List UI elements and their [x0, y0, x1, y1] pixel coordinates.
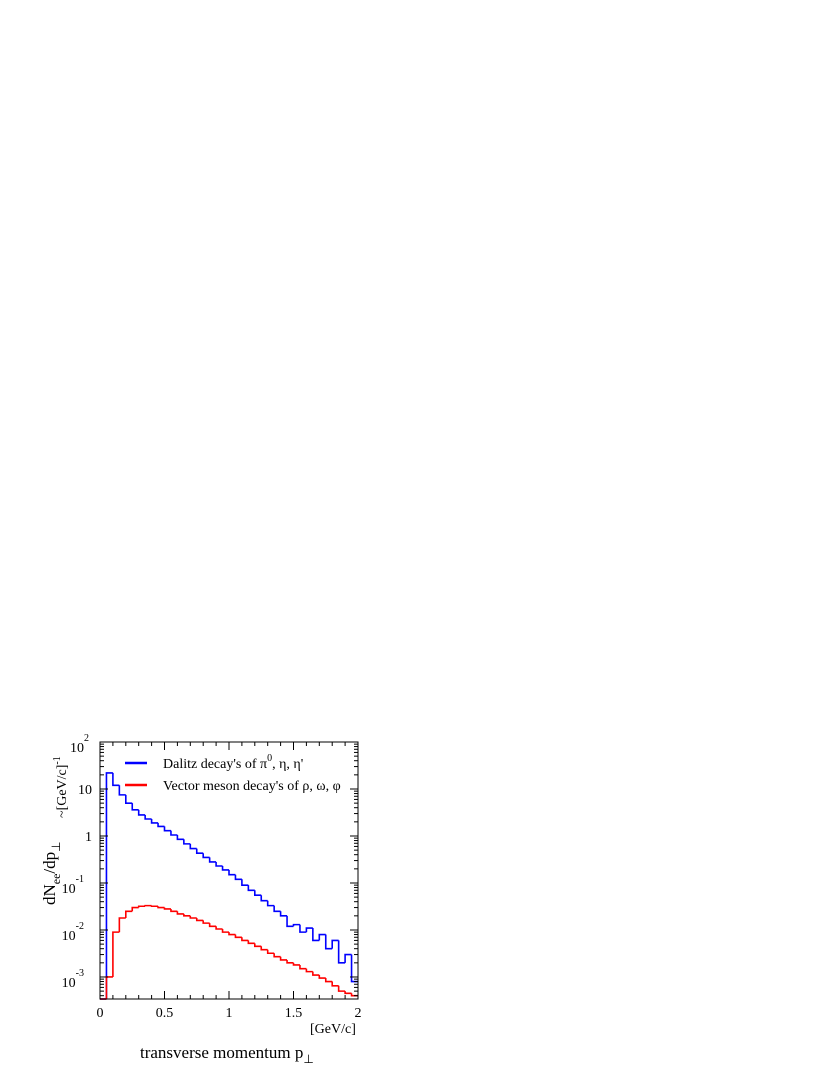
vector-meson-bin	[176, 911, 184, 915]
dalitz-bin	[279, 911, 288, 917]
dalitz-bin	[273, 905, 281, 913]
y-axis-label: dNee/dp⊥	[40, 841, 63, 905]
x-axis-label: transverse momentum p⊥	[140, 1043, 314, 1066]
dalitz-bin	[221, 865, 229, 871]
dalitz-bin	[125, 794, 133, 804]
x-tick-label: 0.5	[156, 1006, 174, 1021]
vector-meson-bin	[286, 959, 294, 964]
vector-meson-bin	[292, 962, 300, 966]
dalitz-bin	[312, 928, 320, 942]
y-tick-label: 10	[78, 783, 92, 798]
vector-meson-bin	[137, 905, 146, 908]
x-tick-label: 1	[226, 1006, 233, 1021]
vector-meson-bin	[105, 976, 113, 999]
dalitz-bin	[260, 895, 268, 902]
dalitz-bin	[170, 830, 178, 836]
dalitz-bin	[157, 822, 165, 828]
vector-meson-bin	[144, 904, 152, 907]
vector-meson-bin	[163, 907, 171, 910]
vector-meson-bin	[260, 946, 268, 951]
dalitz-bin	[228, 869, 236, 876]
dalitz-bin	[112, 772, 120, 787]
dalitz-bin	[292, 923, 300, 927]
dalitz-bin	[318, 933, 326, 941]
dalitz-bin	[241, 879, 249, 886]
x-tick-label: 0	[97, 1006, 104, 1021]
vector-meson-bin	[312, 971, 320, 976]
vector-meson-bin	[208, 923, 217, 928]
vector-meson-bin	[202, 920, 210, 924]
vector-meson-bin	[234, 934, 242, 939]
vector-meson-bin	[112, 931, 120, 977]
vector-meson-bin	[125, 910, 133, 918]
dalitz-bin	[350, 954, 358, 983]
y-tick-label: 102	[70, 733, 89, 756]
series-layer	[100, 772, 358, 1000]
dalitz-bin	[137, 809, 146, 816]
dalitz-bin	[234, 874, 242, 881]
legend-label-dalitz: Dalitz decay's of π0, η, η'	[163, 753, 303, 772]
vector-meson-bin	[215, 926, 223, 930]
vector-meson-bin	[228, 932, 236, 936]
vector-meson-bin	[157, 906, 165, 909]
vector-meson-bin	[183, 913, 191, 917]
dalitz-bin	[131, 803, 139, 811]
vector-meson-bin	[241, 937, 249, 942]
y-tick-label: 10-1	[62, 874, 84, 897]
vector-meson-bin	[337, 985, 346, 992]
vector-meson-bin	[318, 975, 326, 979]
y-tick-label: 10-2	[62, 921, 84, 944]
vector-meson-bin	[279, 956, 288, 961]
ticks-layer: 0 0.5 1 1.5 2 102 10 1 10-1 10-2 10-3	[62, 733, 362, 1021]
dalitz-bin	[331, 939, 339, 949]
vector-meson-bin	[324, 978, 333, 983]
dalitz-bin	[208, 857, 217, 863]
dalitz-bin	[286, 915, 294, 928]
vector-meson-bin	[266, 949, 275, 955]
dalitz-bin	[344, 953, 352, 963]
dalitz-bin	[337, 940, 346, 964]
vector-meson-bin	[131, 906, 139, 912]
vector-meson-bin	[344, 991, 352, 995]
vector-meson-bin	[247, 940, 255, 945]
vector-meson-bin	[189, 915, 197, 919]
y-tick-label: 1	[85, 830, 92, 845]
vector-meson-bin	[170, 908, 178, 913]
dalitz-bin	[254, 890, 262, 896]
vector-meson-bin	[195, 917, 204, 922]
dalitz-bin	[144, 814, 152, 820]
dalitz-bin	[118, 785, 126, 796]
dalitz-bin	[202, 853, 210, 859]
y-tick-label: 10-3	[62, 968, 84, 991]
dalitz-bin	[299, 924, 307, 933]
vector-meson-bin	[221, 928, 229, 933]
vector-meson-bin	[273, 953, 281, 958]
dalitz-bin	[324, 934, 333, 950]
dalitz-bin	[105, 772, 113, 999]
dalitz-bin	[266, 900, 275, 907]
dalitz-bin	[176, 834, 184, 841]
vector-meson-bin	[118, 917, 126, 933]
x-tick-label: 2	[355, 1006, 362, 1021]
dalitz-bin	[247, 885, 255, 892]
dalitz-bin	[195, 848, 204, 855]
dalitz-bin	[305, 927, 313, 933]
vector-meson-bin	[305, 968, 313, 973]
y-unit-label: ~[GeV/c]-1	[52, 756, 70, 818]
vector-meson-bin	[331, 981, 339, 987]
vector-meson-bin	[299, 964, 307, 970]
dalitz-bin	[150, 818, 159, 824]
dalitz-bin	[163, 826, 171, 832]
dalitz-bin	[183, 839, 191, 845]
dalitz-bin	[215, 861, 223, 867]
vector-meson-bin	[254, 943, 262, 948]
legend-label-vector: Vector meson decay's of ρ, ω, φ	[163, 779, 341, 794]
x-tick-label: 1.5	[285, 1006, 303, 1021]
x-unit-label: [GeV/c]	[310, 1022, 356, 1037]
vector-meson-bin	[150, 905, 159, 908]
dalitz-bin	[189, 843, 197, 850]
